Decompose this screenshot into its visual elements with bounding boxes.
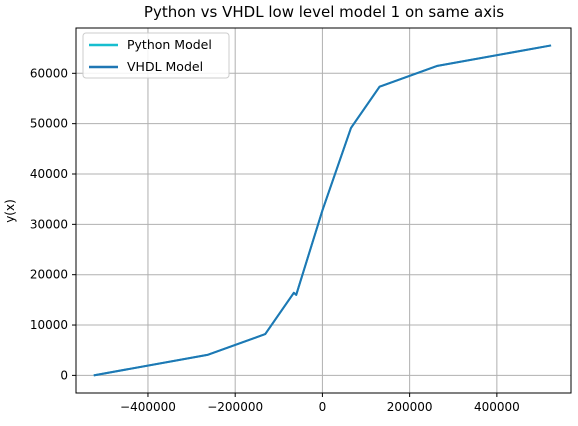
x-tick-label: −400000 bbox=[120, 400, 176, 414]
grid-layer bbox=[76, 28, 571, 393]
legend-label-1: Python Model bbox=[127, 37, 212, 52]
y-tick-label: 50000 bbox=[30, 117, 68, 131]
y-tick-label: 20000 bbox=[30, 268, 68, 282]
plot-frame bbox=[75, 27, 572, 394]
legend-box bbox=[82, 32, 230, 79]
y-tick-label: 60000 bbox=[30, 66, 68, 80]
y-tick-label: 10000 bbox=[30, 318, 68, 332]
chart-title: Python vs VHDL low level model 1 on same… bbox=[144, 3, 504, 21]
y-tick-label: 0 bbox=[60, 368, 68, 382]
x-tick-label: 400000 bbox=[474, 400, 520, 414]
tick-layer: −400000 −200000 0 200000 400000 0 10000 20000 30… bbox=[30, 66, 520, 414]
x-tick-label: 200000 bbox=[387, 400, 433, 414]
x-tick-label: −200000 bbox=[207, 400, 263, 414]
y-axis-label: y(x) bbox=[3, 199, 17, 223]
series-layer bbox=[93, 44, 552, 377]
y-tick-label: 30000 bbox=[30, 217, 68, 231]
legend-label-2: VHDL Model bbox=[127, 59, 203, 74]
series-line-2 bbox=[93, 44, 552, 377]
legend: Python Model VHDL Model bbox=[82, 32, 230, 79]
x-tick-label: 0 bbox=[319, 400, 327, 414]
y-tick-label: 40000 bbox=[30, 167, 68, 181]
